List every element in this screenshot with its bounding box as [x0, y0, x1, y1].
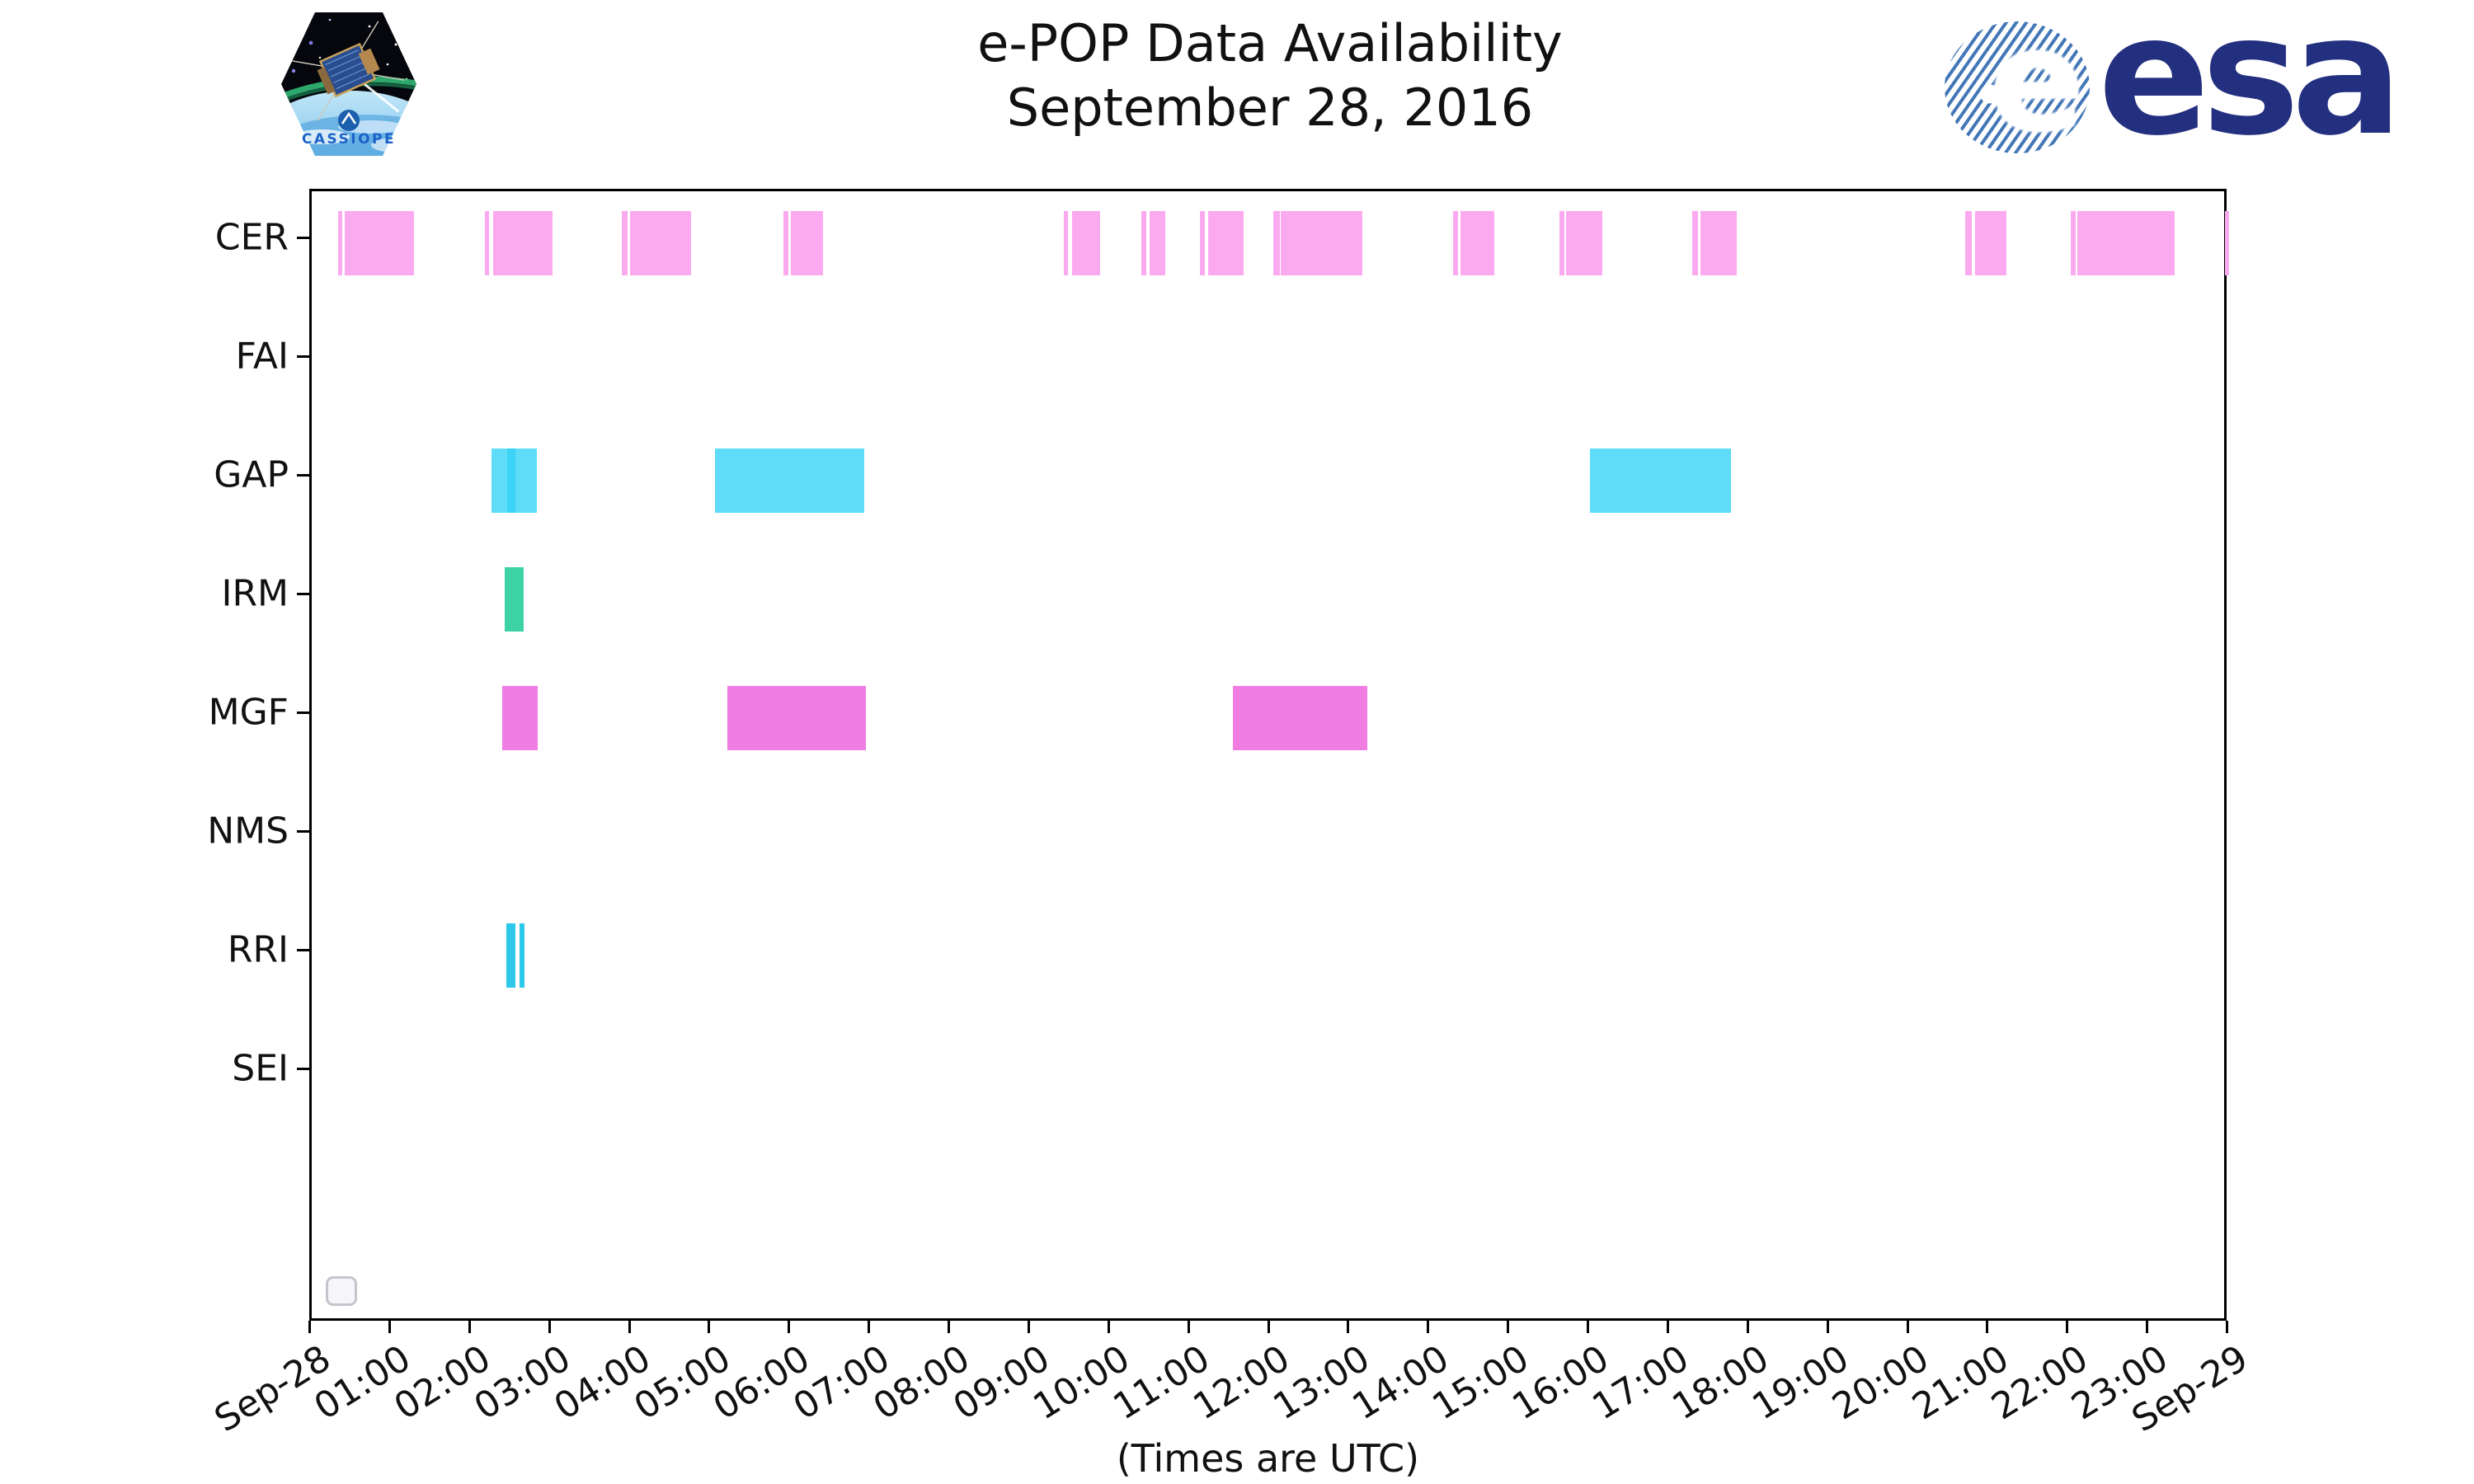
- x-tick-mark: [2146, 1321, 2149, 1333]
- esa-globe-letter: e: [1989, 0, 2085, 163]
- x-tick-mark: [1746, 1321, 1749, 1333]
- y-tick-mark: [297, 355, 309, 358]
- x-tick-mark: [868, 1321, 871, 1333]
- y-tick-label-SEI: SEI: [232, 1047, 289, 1090]
- y-tick-label-CER: CER: [214, 216, 289, 259]
- y-tick-label-MGF: MGF: [208, 691, 289, 734]
- y-tick-label-FAI: FAI: [235, 335, 289, 378]
- x-tick-mark: [1347, 1321, 1350, 1333]
- x-axis-title: (Times are UTC): [1116, 1436, 1420, 1481]
- availability-bar-CER: [492, 211, 553, 275]
- y-tick-mark: [297, 593, 309, 595]
- availability-bar-CER: [1272, 211, 1280, 275]
- x-tick-mark: [1986, 1321, 1989, 1333]
- x-tick-mark: [1427, 1321, 1430, 1333]
- x-tick-mark: [1027, 1321, 1030, 1333]
- esa-globe-icon: e: [1945, 0, 2090, 163]
- availability-bar-CER: [1071, 211, 1100, 275]
- y-tick-mark: [297, 237, 309, 239]
- x-tick-mark: [468, 1321, 471, 1333]
- availability-bar-CER: [1207, 211, 1244, 275]
- x-tick-mark: [388, 1321, 391, 1333]
- availability-bar-RRI: [506, 923, 516, 988]
- availability-bar-CER: [1974, 211, 2007, 275]
- plot-area: [309, 189, 2229, 1321]
- cassiope-patch-art: CASSIOPE: [271, 4, 426, 164]
- availability-bar-CER: [791, 211, 823, 275]
- x-tick-mark: [1826, 1321, 1829, 1333]
- availability-bar-CER: [629, 211, 692, 275]
- chart-title-block: e-POP Data Availability September 28, 20…: [882, 12, 1658, 139]
- availability-bar-CER: [1064, 211, 1069, 275]
- x-tick-mark: [548, 1321, 551, 1333]
- availability-bar-CER: [345, 211, 415, 275]
- availability-bar-CER: [1965, 211, 1973, 275]
- availability-bar-CER: [484, 211, 489, 275]
- cassiope-mission-patch: CASSIOPE: [271, 4, 426, 164]
- y-tick-mark: [297, 711, 309, 714]
- x-tick-mark: [1587, 1321, 1589, 1333]
- y-tick-mark: [297, 949, 309, 951]
- y-tick-label-GAP: GAP: [214, 453, 289, 496]
- cassiope-label-svg: CASSIOPE: [302, 131, 396, 148]
- availability-bar-CER: [338, 211, 343, 275]
- availability-bar-CER: [1199, 211, 1206, 275]
- chart-title: e-POP Data Availability: [977, 13, 1563, 73]
- x-tick-mark: [2066, 1321, 2069, 1333]
- chart-subtitle: September 28, 2016: [1006, 77, 1534, 138]
- availability-bar-CER: [2070, 211, 2077, 275]
- esa-logo: e esa: [1945, 0, 2403, 172]
- availability-bar-CER: [1281, 211, 1362, 275]
- y-tick-mark: [297, 474, 309, 477]
- availability-bar-CER: [1149, 211, 1165, 275]
- x-tick-mark: [1507, 1321, 1510, 1333]
- availability-bar-MGF: [501, 686, 539, 750]
- availability-bar-GAP: [715, 448, 865, 513]
- x-tick-mark: [708, 1321, 711, 1333]
- x-tick-mark: [1267, 1321, 1270, 1333]
- availability-bar-GAP: [1590, 448, 1732, 513]
- x-tick-mark: [308, 1321, 311, 1333]
- availability-bar-CER: [783, 211, 789, 275]
- availability-bar-CER: [2225, 211, 2229, 275]
- availability-bar-CER: [1559, 211, 1565, 275]
- x-tick-mark: [1666, 1321, 1669, 1333]
- y-tick-label-IRM: IRM: [221, 572, 289, 615]
- legend-box-empty: [326, 1276, 357, 1306]
- availability-bar-overlap-GAP: [507, 448, 516, 513]
- availability-bar-CER: [1692, 211, 1698, 275]
- availability-bar-CER: [1700, 211, 1737, 275]
- y-tick-mark: [297, 830, 309, 833]
- availability-bar-RRI: [519, 923, 525, 988]
- x-tick-mark: [1906, 1321, 1909, 1333]
- availability-bar-CER: [2077, 211, 2175, 275]
- availability-bar-MGF: [727, 686, 866, 750]
- availability-bar-CER: [622, 211, 628, 275]
- y-tick-label-NMS: NMS: [207, 810, 289, 852]
- x-tick-mark: [628, 1321, 631, 1333]
- y-tick-label-RRI: RRI: [227, 928, 289, 971]
- x-tick-mark: [2226, 1321, 2228, 1333]
- x-tick-mark: [788, 1321, 791, 1333]
- esa-wordmark: esa: [2098, 0, 2403, 172]
- availability-bar-MGF: [1233, 686, 1368, 750]
- x-tick-mark: [1187, 1321, 1190, 1333]
- availability-bar-IRM: [505, 567, 524, 632]
- y-tick-mark: [297, 1068, 309, 1070]
- availability-bar-CER: [1460, 211, 1494, 275]
- availability-bar-CER: [1565, 211, 1602, 275]
- availability-bar-CER: [1452, 211, 1459, 275]
- x-tick-mark: [948, 1321, 950, 1333]
- availability-bar-CER: [1141, 211, 1147, 275]
- x-tick-mark: [1107, 1321, 1110, 1333]
